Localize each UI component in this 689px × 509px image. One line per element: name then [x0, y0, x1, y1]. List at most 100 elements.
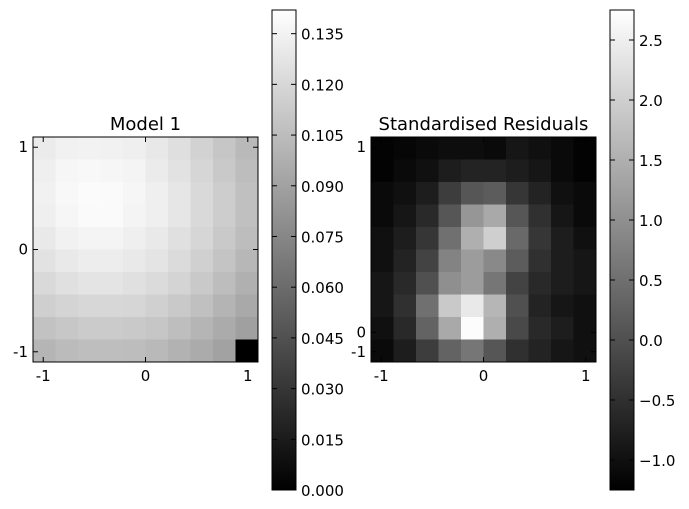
heatmap-cell — [145, 204, 169, 228]
heatmap-cell — [213, 159, 237, 183]
heatmap-cell — [213, 272, 237, 296]
heatmap-cell — [213, 204, 237, 228]
heatmap-cell — [100, 294, 124, 318]
heatmap-cell — [393, 317, 417, 341]
heatmap-cell — [190, 294, 214, 318]
heatmap-cell — [190, 339, 214, 363]
heatmap-cell — [551, 272, 575, 296]
heatmap-cell — [506, 204, 530, 228]
heatmap-cell — [78, 227, 102, 251]
y-tick-label: -1 — [13, 343, 28, 361]
heatmap-cell — [33, 227, 57, 251]
heatmap-cell — [393, 227, 417, 251]
heatmap-cell — [528, 182, 552, 206]
heatmap-cell — [78, 294, 102, 318]
heatmap-cell — [393, 249, 417, 273]
heatmap-cell — [235, 294, 259, 318]
heatmap-cell — [506, 317, 530, 341]
heatmap-cell — [528, 317, 552, 341]
heatmap-cell — [100, 182, 124, 206]
heatmap-cell — [551, 317, 575, 341]
y-tick-label: 0 — [18, 241, 28, 259]
heatmap-cell — [33, 182, 57, 206]
heatmap-cell — [123, 294, 147, 318]
heatmap-cell — [123, 317, 147, 341]
heatmap-cell — [483, 339, 507, 363]
heatmap-cell — [528, 272, 552, 296]
heatmap-cell — [33, 294, 57, 318]
heatmap-cell — [416, 294, 440, 318]
heatmap-cell — [168, 227, 192, 251]
heatmap-cell — [573, 159, 597, 183]
heatmap-cell — [506, 249, 530, 273]
colorbar-tick-label: 0.000 — [301, 482, 344, 500]
heatmap-cell — [235, 159, 259, 183]
heatmap-cell — [438, 204, 462, 228]
heatmap-cell — [145, 137, 169, 161]
heatmap-cell — [461, 137, 485, 161]
heatmap-cell — [483, 182, 507, 206]
x-tick-label: -1 — [374, 367, 389, 385]
heatmap-cell — [33, 137, 57, 161]
heatmap-cell — [190, 272, 214, 296]
heatmap-cell — [55, 294, 79, 318]
heatmap-cell — [528, 249, 552, 273]
heatmap-cell — [438, 339, 462, 363]
colorbar-tick-label: 2.0 — [639, 92, 663, 110]
heatmap-cell — [235, 249, 259, 273]
heatmap-cell — [100, 227, 124, 251]
heatmap-cell — [235, 204, 259, 228]
colorbar-tick-label: 0.0 — [639, 332, 663, 350]
heatmap-cell — [55, 272, 79, 296]
heatmap-cell — [573, 182, 597, 206]
heatmap-cell — [123, 137, 147, 161]
heatmap-cell — [551, 249, 575, 273]
heatmap-cell — [123, 159, 147, 183]
heatmap-cell — [551, 204, 575, 228]
heatmap-cell — [145, 159, 169, 183]
heatmap-cell — [55, 227, 79, 251]
heatmap-cell — [483, 317, 507, 341]
heatmap-cell — [461, 317, 485, 341]
heatmap-cell — [506, 159, 530, 183]
heatmap-cell — [393, 137, 417, 161]
heatmap-cell — [506, 272, 530, 296]
heatmap-cell — [393, 294, 417, 318]
heatmap-cell — [371, 317, 395, 341]
heatmap-cell — [506, 137, 530, 161]
colorbar-frame — [271, 9, 297, 491]
colorbar — [610, 10, 634, 490]
heatmap-cell — [416, 249, 440, 273]
heatmap-cell — [235, 137, 259, 161]
heatmap-cell — [438, 272, 462, 296]
chart-title: Standardised Residuals — [379, 114, 589, 135]
heatmap-cell — [100, 204, 124, 228]
heatmap-cell — [235, 317, 259, 341]
heatmap-cell — [168, 272, 192, 296]
heatmap-cell — [168, 249, 192, 273]
colorbar-tick-label: 1.5 — [639, 152, 663, 170]
colorbar-tick-label: 0.030 — [301, 381, 344, 399]
colorbar-tick-label: 0.090 — [301, 178, 344, 196]
heatmap-cell — [190, 249, 214, 273]
heatmap-cell — [573, 204, 597, 228]
heatmap-cell — [55, 317, 79, 341]
heatmap-cell — [528, 204, 552, 228]
heatmap-cell — [55, 204, 79, 228]
heatmap-cell — [416, 317, 440, 341]
heatmap-cell — [371, 137, 395, 161]
heatmap-cell — [213, 182, 237, 206]
heatmap-cell — [551, 159, 575, 183]
y-tick-label: -1 — [351, 343, 366, 361]
heatmap-cell — [528, 159, 552, 183]
heatmap-cell — [100, 272, 124, 296]
heatmap-cell — [393, 182, 417, 206]
heatmap-cell — [528, 227, 552, 251]
heatmap-cell — [551, 294, 575, 318]
heatmap-cell — [438, 227, 462, 251]
heatmap-cell — [506, 339, 530, 363]
heatmap-cell — [78, 249, 102, 273]
heatmap-cell — [235, 272, 259, 296]
heatmap-cell — [483, 227, 507, 251]
